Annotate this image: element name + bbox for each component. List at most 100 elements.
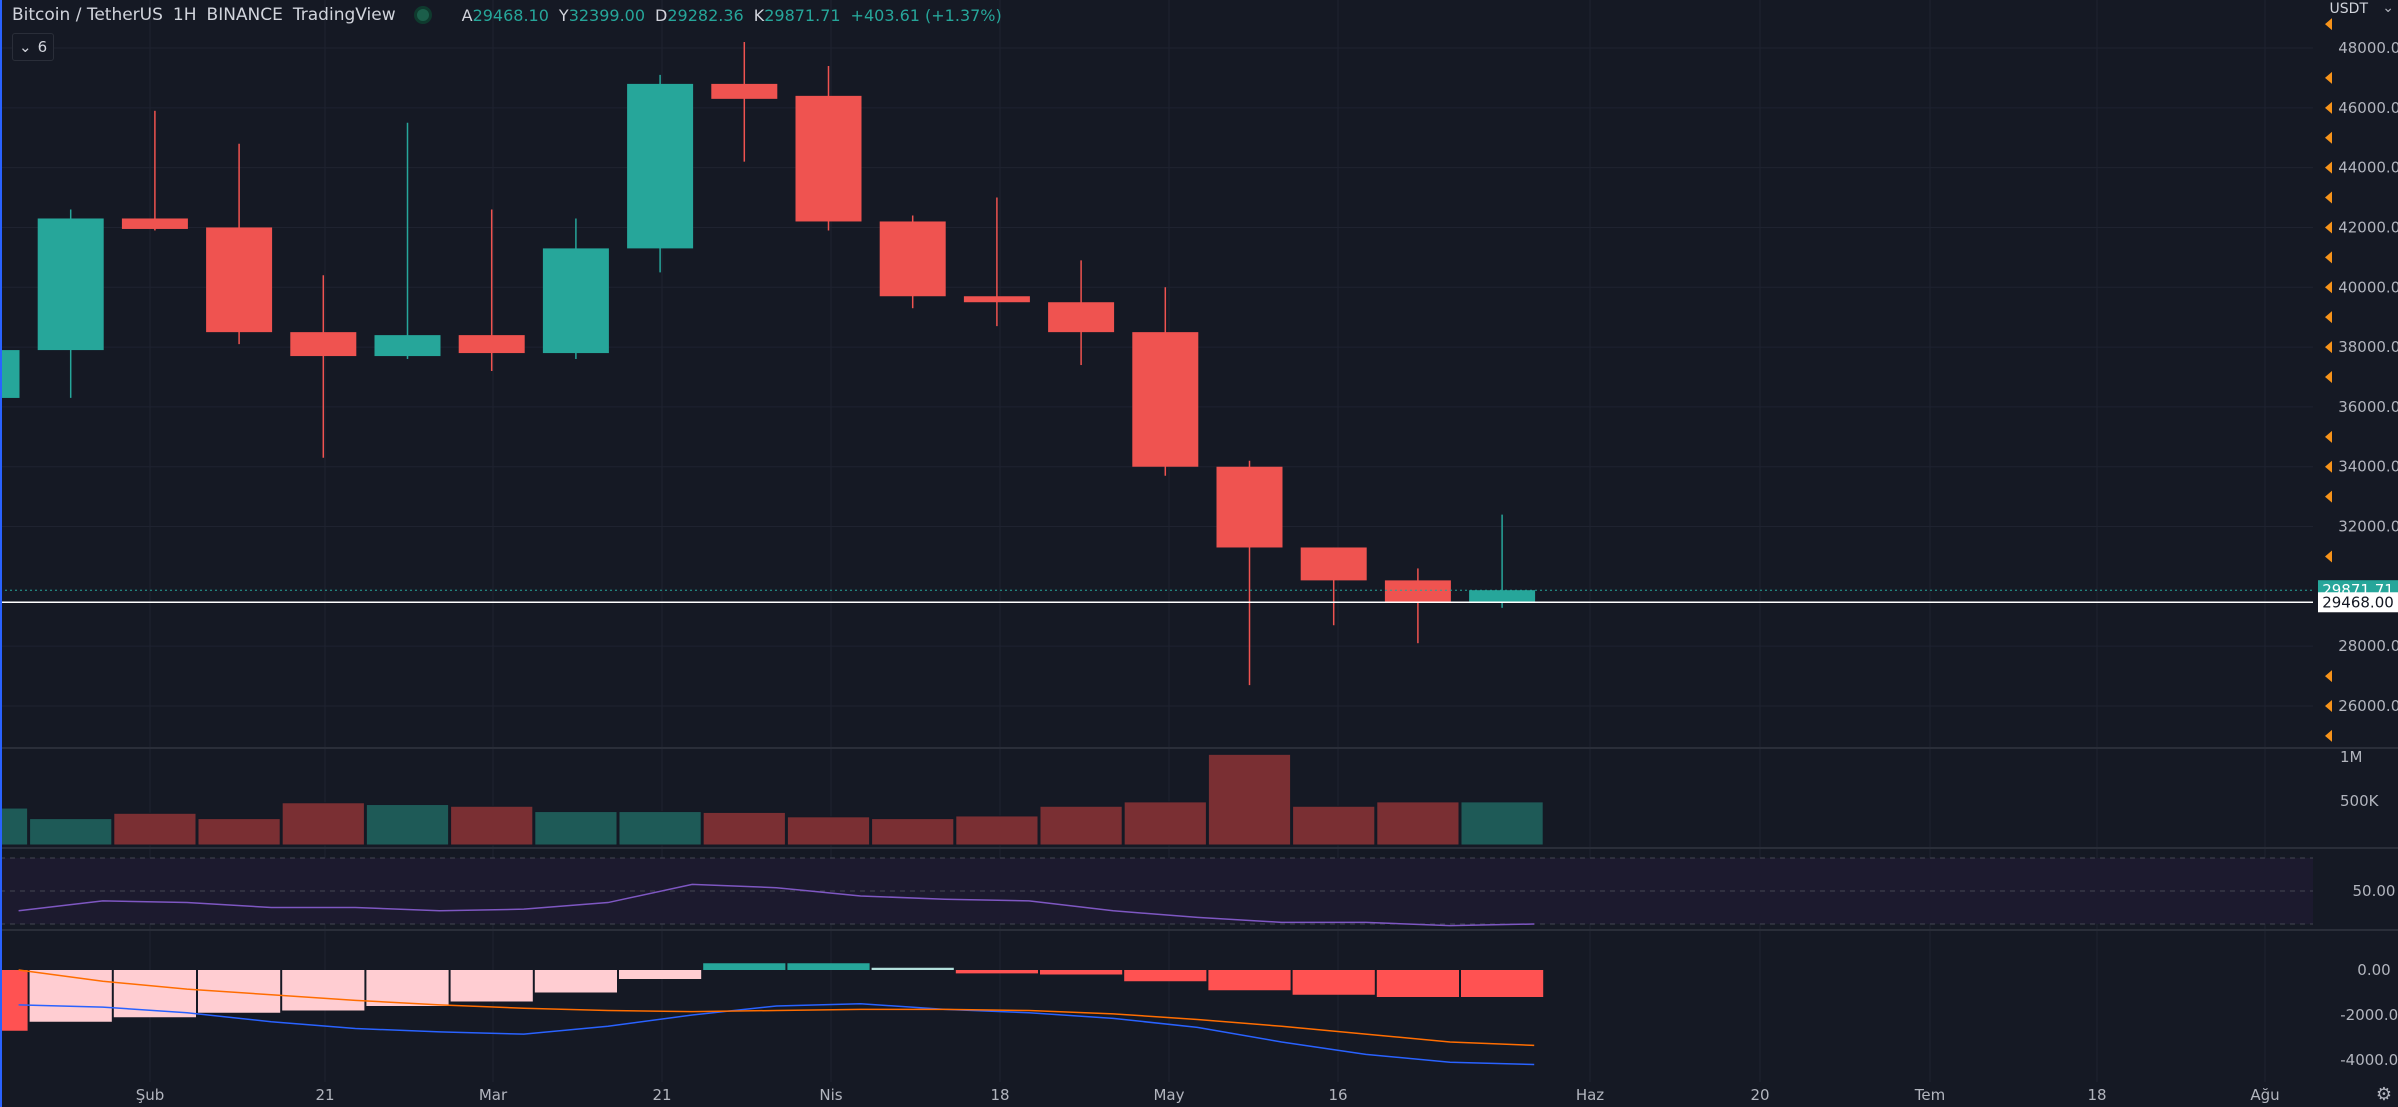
alert-marker-icon[interactable] <box>2325 341 2332 354</box>
rsi-band <box>0 858 2313 924</box>
candle[interactable] <box>1048 302 1115 333</box>
candle[interactable] <box>711 83 778 99</box>
volume-bar[interactable] <box>1123 801 1207 846</box>
volume-bar[interactable] <box>786 816 871 846</box>
symbol-name[interactable]: Bitcoin / TetherUS <box>12 5 163 25</box>
time-axis-label: Nis <box>819 1086 842 1104</box>
currency-label[interactable]: USDT <box>2329 1 2368 17</box>
volume-axis-label: 1M <box>2340 748 2363 766</box>
gear-icon[interactable]: ⚙ <box>2375 1084 2392 1105</box>
candle[interactable] <box>37 218 104 351</box>
macd-histogram-bar[interactable] <box>871 967 954 970</box>
time-axis-label: 21 <box>652 1086 671 1104</box>
indicator-count: 6 <box>37 38 48 56</box>
candle[interactable] <box>0 350 20 398</box>
alert-marker-icon[interactable] <box>2325 251 2332 264</box>
alert-marker-icon[interactable] <box>2325 131 2332 144</box>
macd-histogram-bar[interactable] <box>1040 970 1123 975</box>
volume-bar[interactable] <box>197 818 281 846</box>
volume-bar[interactable] <box>1207 753 1292 846</box>
candle[interactable] <box>879 221 946 297</box>
volume-bar[interactable] <box>281 802 365 846</box>
prev-close-tag-label: 29468.00 <box>2322 593 2394 611</box>
macd-line <box>18 1002 1535 1066</box>
alert-marker-icon[interactable] <box>2325 430 2332 443</box>
alert-marker-icon[interactable] <box>2325 161 2332 174</box>
high-value: 32399.00 <box>568 5 646 25</box>
alert-marker-icon[interactable] <box>2325 71 2332 84</box>
candle[interactable] <box>374 335 441 357</box>
macd-histogram-bar[interactable] <box>450 970 533 1002</box>
candle[interactable] <box>542 248 609 354</box>
macd-histogram-bar[interactable] <box>0 970 28 1031</box>
time-axis-label: 21 <box>315 1086 334 1104</box>
candle[interactable] <box>121 218 188 229</box>
volume-bar[interactable] <box>365 804 450 846</box>
alert-marker-icon[interactable] <box>2325 221 2332 234</box>
macd-signal-line <box>18 969 1535 1047</box>
candle[interactable] <box>206 227 273 333</box>
alert-marker-icon[interactable] <box>2325 101 2332 114</box>
symbol-legend[interactable]: Bitcoin / TetherUS 1H BINANCE TradingVie… <box>12 2 1002 28</box>
volume-bar[interactable] <box>113 812 197 846</box>
macd-histogram-bar[interactable] <box>1124 970 1207 982</box>
macd-histogram-bar[interactable] <box>703 963 786 970</box>
alert-marker-icon[interactable] <box>2325 490 2332 503</box>
alert-marker-icon[interactable] <box>2325 311 2332 324</box>
alert-marker-icon[interactable] <box>2325 670 2332 683</box>
alert-marker-icon[interactable] <box>2325 18 2332 31</box>
alert-marker-icon[interactable] <box>2325 281 2332 294</box>
price-axis-label: 26000.00 <box>2338 697 2398 715</box>
macd-histogram-bar[interactable] <box>1208 970 1291 991</box>
macd-histogram-bar[interactable] <box>282 970 365 1011</box>
alert-marker-icon[interactable] <box>2325 371 2332 383</box>
volume-bar[interactable] <box>871 818 955 846</box>
alert-marker-icon[interactable] <box>2325 460 2332 473</box>
time-axis-label: Ağu <box>2250 1086 2279 1104</box>
price-axis-label: 44000.00 <box>2338 159 2398 177</box>
macd-histogram-bar[interactable] <box>534 970 617 993</box>
volume-bar[interactable] <box>955 815 1039 846</box>
candle[interactable] <box>290 332 357 357</box>
volume-axis-label: 500K <box>2340 792 2380 810</box>
macd-histogram-bar[interactable] <box>619 970 702 979</box>
time-axis-label: 20 <box>1750 1086 1769 1104</box>
volume-bar[interactable] <box>29 818 113 846</box>
interval-label[interactable]: 1H <box>172 5 197 25</box>
chevron-down-icon[interactable]: ⌄ <box>2382 0 2394 16</box>
macd-histogram-bar[interactable] <box>366 970 449 1006</box>
alert-marker-icon[interactable] <box>2325 550 2332 563</box>
macd-histogram-bar[interactable] <box>955 970 1038 974</box>
volume-bar[interactable] <box>0 807 29 846</box>
time-axis-label: Tem <box>1914 1086 1945 1104</box>
candle[interactable] <box>627 83 694 249</box>
macd-histogram-bar[interactable] <box>29 970 112 1022</box>
candle[interactable] <box>1300 547 1367 581</box>
candle[interactable] <box>963 296 1030 303</box>
alert-marker-icon[interactable] <box>2325 700 2332 712</box>
alert-marker-icon[interactable] <box>2325 729 2332 742</box>
macd-histogram-bar[interactable] <box>1292 970 1375 995</box>
candle[interactable] <box>1216 466 1283 548</box>
macd-histogram-bar[interactable] <box>1461 970 1544 997</box>
macd-histogram-bar[interactable] <box>1376 970 1459 997</box>
macd-histogram-bar[interactable] <box>787 963 870 970</box>
volume-bar[interactable] <box>618 811 702 846</box>
volume-bar[interactable] <box>1039 805 1123 846</box>
alert-marker-icon[interactable] <box>2325 191 2332 204</box>
candle[interactable] <box>458 335 525 354</box>
candle[interactable] <box>795 95 862 222</box>
candle[interactable] <box>1469 590 1536 603</box>
volume-bar[interactable] <box>702 811 786 846</box>
volume-bar[interactable] <box>1460 801 1544 846</box>
price-axis-label: 40000.00 <box>2338 278 2398 296</box>
volume-bar[interactable] <box>534 811 618 846</box>
volume-bar[interactable] <box>1292 805 1376 846</box>
candle[interactable] <box>1384 580 1451 603</box>
indicators-toggle-button[interactable]: ⌄ 6 <box>12 33 55 61</box>
source-label: TradingView <box>292 5 396 25</box>
volume-bar[interactable] <box>450 805 534 846</box>
candle[interactable] <box>1132 332 1199 467</box>
volume-bar[interactable] <box>1376 801 1460 846</box>
